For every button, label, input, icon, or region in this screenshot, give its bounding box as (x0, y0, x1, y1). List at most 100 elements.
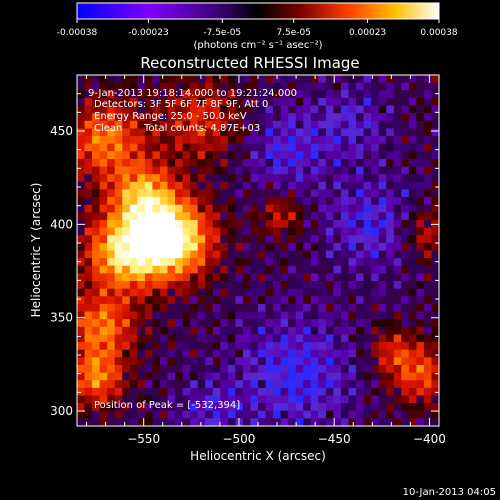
heatmap-cell (205, 319, 214, 328)
heatmap-cell (84, 90, 93, 99)
heatmap-cell (227, 296, 236, 305)
heatmap-cell (250, 395, 259, 404)
heatmap-cell (303, 204, 312, 213)
heatmap-cell (386, 75, 395, 84)
heatmap-cell (77, 349, 86, 358)
heatmap-cell (212, 372, 221, 381)
heatmap-cell (235, 181, 244, 191)
heatmap-cell (190, 204, 199, 213)
heatmap-cell (303, 418, 312, 427)
heatmap-cell (190, 105, 199, 114)
heatmap-cell (175, 288, 184, 297)
heatmap-cell (386, 342, 395, 351)
heatmap-cell (190, 403, 199, 412)
heatmap-cell (356, 227, 365, 236)
heatmap-cell (220, 311, 229, 320)
heatmap-cell (393, 174, 402, 183)
heatmap-cell (310, 303, 319, 313)
heatmap-cell (408, 410, 417, 419)
heatmap-cell (144, 212, 154, 221)
heatmap-cell (227, 113, 236, 122)
heatmap-cell (423, 380, 433, 389)
heatmap-cell (144, 128, 154, 137)
heatmap-cell (273, 364, 282, 374)
heatmap-cell (416, 204, 425, 213)
heatmap-cell (363, 410, 372, 419)
heatmap-cell (371, 303, 380, 313)
heatmap-cell (197, 136, 206, 145)
heatmap-cell (137, 311, 146, 320)
heatmap-cell (333, 181, 342, 191)
heatmap-cell (408, 288, 417, 297)
heatmap-cell (408, 166, 417, 175)
heatmap-cell (159, 281, 169, 290)
heatmap-cell (205, 372, 214, 381)
heatmap-cell (371, 242, 380, 252)
heatmap-cell (107, 227, 116, 236)
heatmap-cell (242, 128, 252, 137)
heatmap-cell (197, 219, 206, 229)
heatmap-cell (167, 273, 176, 282)
heatmap-cell (107, 281, 116, 290)
heatmap-cell (137, 349, 146, 358)
heatmap-cell (378, 105, 387, 114)
heatmap-cell (318, 296, 327, 305)
heatmap-cell (99, 357, 108, 366)
heatmap-cell (197, 166, 206, 175)
heatmap-cell (348, 319, 357, 328)
heatmap-cell (99, 82, 108, 91)
heatmap-cell (242, 212, 252, 221)
heatmap-cell (235, 273, 244, 282)
heatmap-cell (137, 250, 146, 259)
heatmap-cell (137, 197, 146, 206)
heatmap-cell (333, 296, 342, 305)
heatmap-cell (348, 97, 357, 107)
heatmap-cell (258, 158, 267, 168)
heatmap-cell (84, 319, 93, 328)
heatmap-cell (371, 349, 380, 358)
heatmap-cell (137, 166, 146, 175)
heatmap-cell (333, 273, 342, 282)
heatmap-cell (423, 250, 433, 259)
heatmap-cell (318, 319, 327, 328)
heatmap-cell (393, 364, 402, 374)
heatmap-cell (303, 395, 312, 404)
heatmap-cell (423, 120, 433, 130)
heatmap-cell (423, 311, 433, 320)
heatmap-cell (423, 219, 433, 229)
heatmap-cell (363, 212, 372, 221)
heatmap-cell (416, 311, 425, 320)
heatmap-cell (190, 395, 199, 404)
heatmap-cell (265, 349, 274, 358)
heatmap-cell (258, 342, 267, 351)
heatmap-cell (114, 387, 123, 397)
heatmap-cell (159, 311, 169, 320)
heatmap-cell (431, 288, 440, 297)
heatmap-cell (182, 364, 191, 374)
heatmap-cell (99, 197, 108, 206)
heatmap-cell (371, 395, 380, 404)
heatmap-cell (220, 197, 229, 206)
heatmap-cell (92, 212, 101, 221)
heatmap-cell (212, 364, 221, 374)
heatmap-cell (250, 235, 259, 244)
heatmap-cell (265, 334, 274, 343)
heatmap-cell (310, 158, 319, 168)
heatmap-cell (107, 174, 116, 183)
heatmap-cell (408, 151, 417, 160)
heatmap-cell (182, 219, 191, 229)
heatmap-cell (295, 349, 304, 358)
heatmap-cell (84, 342, 93, 351)
heatmap-cell (310, 372, 319, 381)
heatmap-cell (280, 82, 289, 91)
heatmap-cell (356, 120, 365, 130)
heatmap-cell (175, 387, 184, 397)
heatmap-cell (190, 143, 199, 152)
heatmap-cell (190, 219, 199, 229)
heatmap-cell (378, 319, 387, 328)
heatmap-cell (205, 334, 214, 343)
heatmap-cell (363, 90, 372, 99)
heatmap-cell (273, 395, 282, 404)
heatmap-cell (182, 357, 191, 366)
heatmap-cell (273, 403, 282, 412)
